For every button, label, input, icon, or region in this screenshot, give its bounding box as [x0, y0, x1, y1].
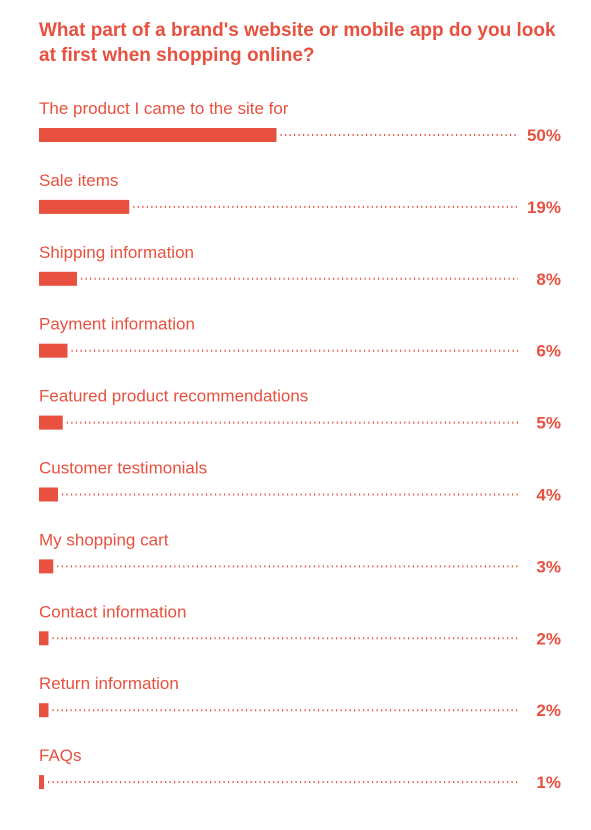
bar — [39, 343, 68, 358]
value-label: 6% — [536, 342, 561, 361]
category-label: Sale items — [39, 171, 118, 190]
category-label: Return information — [39, 674, 179, 693]
bar — [39, 631, 49, 646]
value-label: 19% — [527, 198, 561, 217]
category-label: Contact information — [39, 602, 186, 621]
value-label: 2% — [536, 701, 561, 720]
value-label: 5% — [536, 414, 561, 433]
bar — [39, 487, 58, 502]
value-label: 1% — [536, 773, 561, 792]
category-label: Payment information — [39, 315, 195, 334]
category-label: FAQs — [39, 746, 82, 765]
category-label: Shipping information — [39, 243, 194, 262]
category-label: Featured product recommendations — [39, 387, 308, 406]
category-label: The product I came to the site for — [39, 99, 289, 118]
bar — [39, 271, 77, 286]
category-label: My shopping cart — [39, 530, 169, 549]
value-label: 2% — [536, 629, 561, 648]
chart-title: What part of a brand's website or mobile… — [39, 20, 556, 66]
bar — [39, 199, 130, 214]
bar — [39, 775, 44, 790]
value-label: 3% — [536, 557, 561, 576]
bar — [39, 559, 54, 574]
category-label: Customer testimonials — [39, 459, 207, 478]
bar — [39, 415, 63, 430]
bar — [39, 703, 49, 718]
value-label: 50% — [527, 126, 561, 145]
value-label: 4% — [536, 486, 561, 505]
bar — [39, 128, 277, 142]
value-label: 8% — [536, 270, 561, 289]
